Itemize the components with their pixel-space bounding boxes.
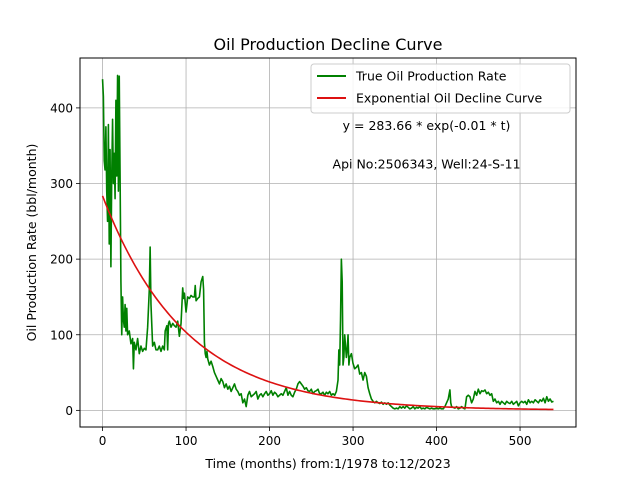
y-ticks: 0 100 200 300 400	[50, 101, 80, 418]
x-ticks: 0 100 200 300 400 500	[99, 427, 532, 448]
x-tick-label: 300	[342, 434, 365, 448]
legend-box	[310, 63, 571, 114]
annotation-0: y = 283.66 * exp(-0.01 * t)	[343, 118, 511, 133]
x-tick-label: 500	[509, 434, 532, 448]
y-tick-label: 200	[50, 253, 73, 267]
x-axis-label: Time (months) from:1/1978 to:12/2023	[204, 456, 450, 471]
annotation-1: Api No:2506343, Well:24-S-11	[333, 156, 521, 171]
y-tick-label: 300	[50, 177, 73, 191]
series-line-exponential-curve	[101, 195, 554, 411]
y-tick-label: 400	[50, 101, 73, 115]
x-tick-label: 400	[425, 434, 448, 448]
chart-title: Oil Production Decline Curve	[214, 35, 443, 54]
plot-lines	[101, 74, 554, 411]
x-tick-label: 100	[175, 434, 198, 448]
legend-label-exponential-curve: Exponential Oil Decline Curve	[356, 91, 543, 106]
legend: True Oil Production Rate Exponential Oil…	[310, 63, 571, 114]
y-axis-label: Oil Production Rate (bbl/month)	[24, 144, 39, 342]
annotations: y = 283.66 * exp(-0.01 * t) Api No:250634…	[333, 118, 521, 172]
legend-label-true-production: True Oil Production Rate	[355, 69, 507, 84]
x-tick-label: 200	[258, 434, 281, 448]
y-tick-label: 0	[65, 404, 73, 418]
plot-frame	[79, 57, 577, 428]
y-tick-label: 100	[50, 328, 73, 342]
x-tick-label: 0	[99, 434, 107, 448]
series-line-true-production	[101, 74, 554, 410]
